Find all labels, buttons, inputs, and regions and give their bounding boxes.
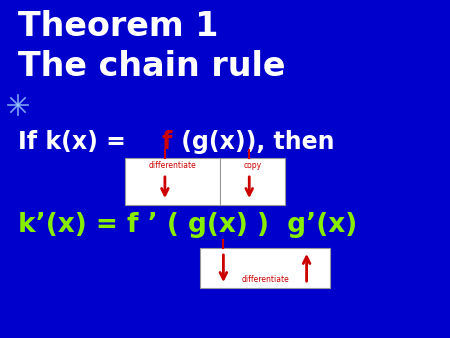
Bar	[220, 158, 285, 205]
Text: If k(x) =: If k(x) =	[18, 130, 126, 154]
Text: differentiate: differentiate	[148, 161, 196, 170]
Text: (g(x)), then: (g(x)), then	[173, 130, 334, 154]
Text: differentiate: differentiate	[241, 275, 289, 284]
Text: copy: copy	[243, 161, 261, 170]
Bar	[125, 158, 220, 205]
Text: k’(x) = f ’ ( g(x) )  g’(x): k’(x) = f ’ ( g(x) ) g’(x)	[18, 212, 357, 238]
Bar	[200, 248, 330, 288]
Text: Theorem 1: Theorem 1	[18, 10, 218, 43]
Text: The chain rule: The chain rule	[18, 50, 285, 83]
Text: f: f	[162, 130, 172, 154]
